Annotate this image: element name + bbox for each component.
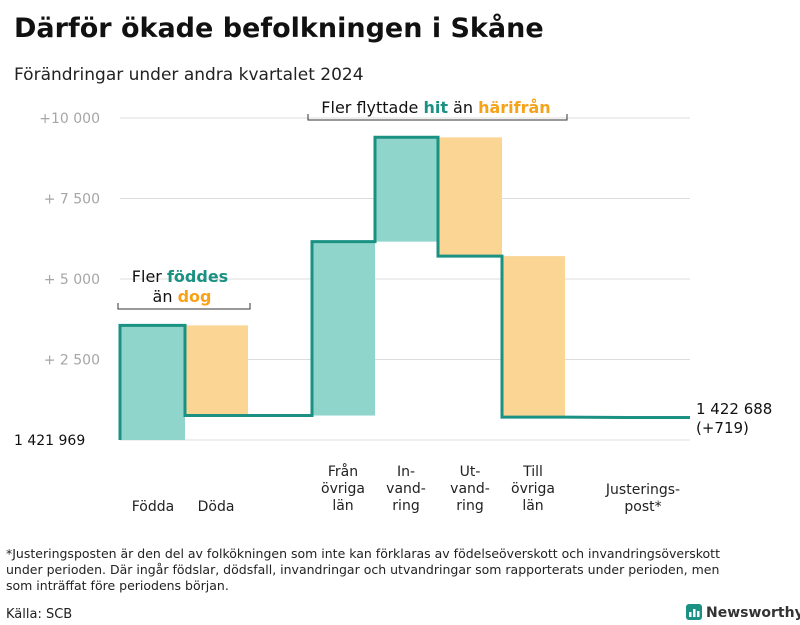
annotation-migration: Fler flyttade hit än härifrån (307, 98, 568, 121)
category-label: Till (522, 464, 543, 480)
annotation-migration-text: Fler flyttade hit än härifrån (321, 98, 550, 117)
bar-4 (375, 137, 438, 242)
category-label: Döda (198, 499, 235, 515)
waterfall-step-line (118, 135, 690, 440)
category-label: övriga (511, 481, 555, 497)
category-label: län (332, 498, 353, 514)
y-tick-label: + 7 500 (44, 192, 100, 208)
bar-chart-logo-icon (686, 604, 702, 620)
chart-title: Därför ökade befolkningen i Skåne (14, 12, 544, 44)
end-change-label: (+719) (696, 419, 749, 437)
source-label: Källa: SCB (6, 607, 72, 622)
annotation-births-line1: Fler föddes (132, 267, 228, 286)
category-label: post* (624, 499, 661, 515)
y-tick-label: + 5 000 (44, 272, 100, 288)
y-tick-baseline: 1 421 969 (14, 433, 85, 449)
newsworthy-logo: Newsworthy (686, 604, 800, 621)
waterfall-line (118, 135, 690, 440)
category-label: ring (392, 498, 419, 514)
category-label: vand- (450, 481, 490, 497)
bar-6 (502, 256, 565, 418)
category-labels: Födda DödaFrånövrigalänIn-vand-ringUt-van… (132, 463, 680, 515)
category-label: vand- (386, 481, 426, 497)
category-label: ring (456, 498, 483, 514)
category-label: Från (328, 463, 358, 480)
annotation-migration-bracket (307, 114, 568, 121)
annotation-births: Fler föddes än dog (117, 267, 251, 310)
category-label: län (522, 498, 543, 514)
y-tick-label: + 2 500 (44, 353, 100, 369)
category-label: Justerings- (605, 482, 680, 498)
y-tick-label: +10 000 (39, 111, 100, 127)
bars (120, 137, 565, 440)
category-label: In- (397, 464, 415, 480)
end-value-label: 1 422 688 (696, 400, 772, 418)
category-label: övriga (321, 481, 365, 497)
bar-3 (312, 241, 375, 416)
category-label: Ut- (460, 464, 481, 480)
annotation-births-line2: än dog (153, 287, 212, 306)
chart-subtitle: Förändringar under andra kvartalet 2024 (14, 65, 364, 85)
footnote-line-2: under perioden. Där ingår födslar, dödsf… (6, 562, 719, 577)
footnote-line-3: som inträffat före periodens början. (6, 578, 229, 593)
category-label: Födda (132, 499, 174, 515)
bar-1 (185, 325, 248, 416)
annotation-births-bracket (117, 303, 251, 310)
footnote-line-1: *Justeringsposten är den del av folkökni… (6, 546, 720, 561)
y-axis-ticks: 1 421 969 + 2 500 + 5 000 + 7 500 +10 000 (14, 111, 100, 449)
bar-5 (438, 137, 502, 257)
bar-0 (120, 325, 185, 440)
logo-text: Newsworthy (706, 605, 800, 621)
